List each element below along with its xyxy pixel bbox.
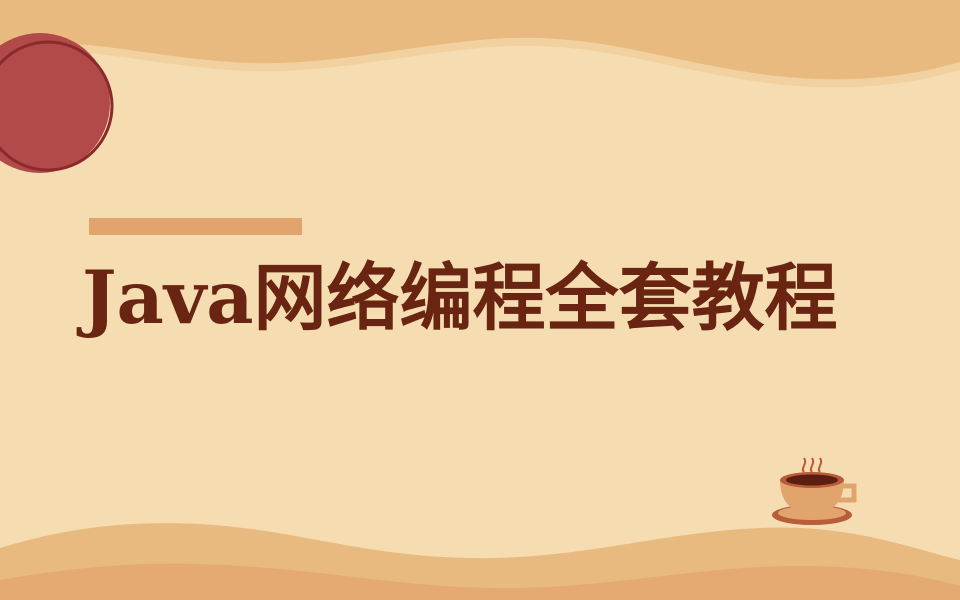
red-circle	[0, 33, 110, 173]
top-wave	[0, 0, 960, 80]
coffee-cup-icon	[772, 457, 857, 525]
top-wave-light	[0, 37, 960, 88]
circle-outline	[0, 40, 114, 172]
bottom-wave-deep	[0, 563, 960, 600]
page-title: Java网络编程全套教程	[82, 255, 838, 341]
accent-bar	[89, 218, 302, 235]
